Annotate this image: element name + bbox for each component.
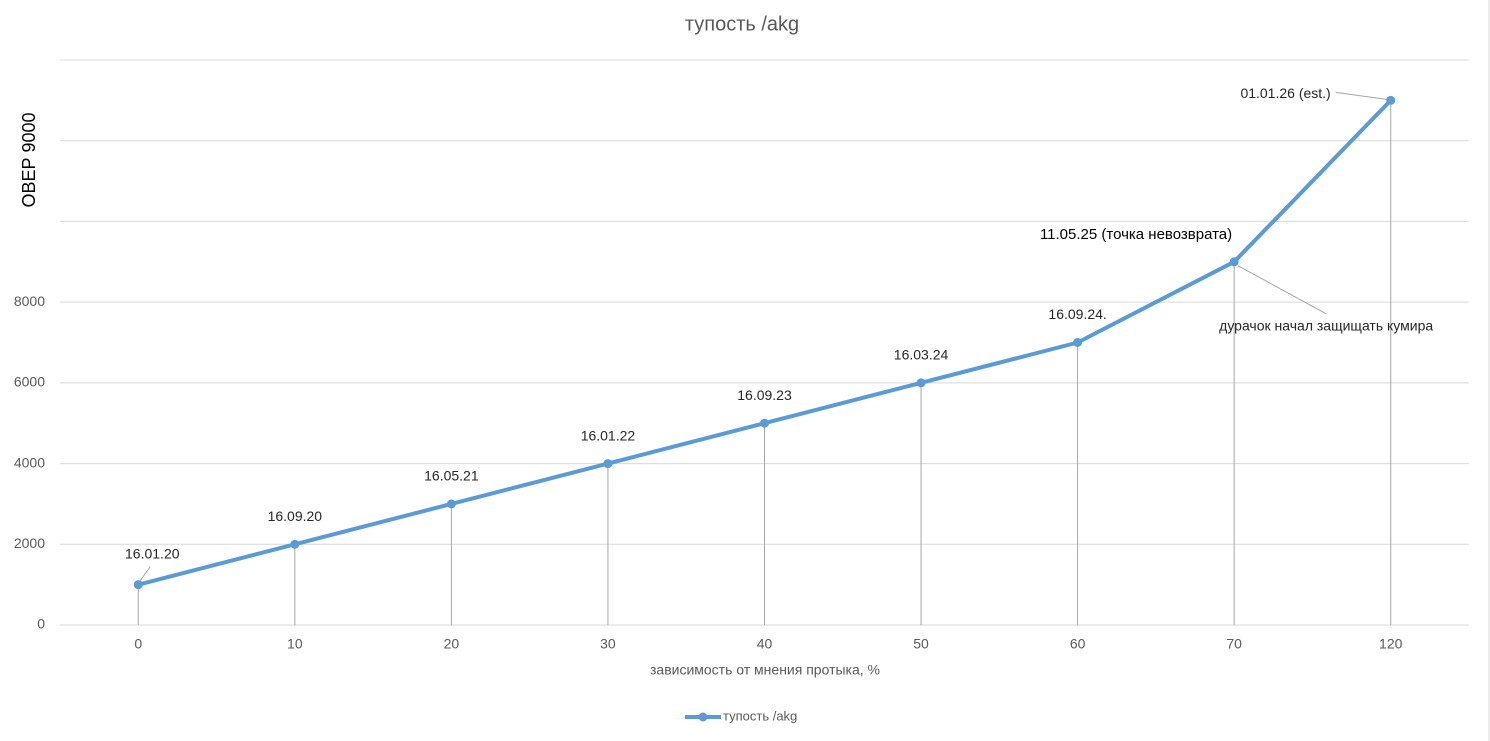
x-tick-label: 70 [1226, 636, 1242, 652]
data-label: 16.05.21 [424, 468, 479, 484]
x-tick-label: 60 [1070, 636, 1086, 652]
data-label: 01.01.26 (est.) [1240, 85, 1330, 101]
y-tick-label: 6000 [14, 374, 45, 390]
x-tick-label: 40 [757, 636, 773, 652]
chart-title: тупость /akg [685, 13, 799, 35]
leader-line [1335, 91, 1387, 100]
point [133, 580, 143, 590]
x-tick-label: 120 [1379, 636, 1403, 652]
x-tick-label: 0 [134, 636, 142, 652]
annotation: дурачок начал защищать кумира [1219, 317, 1433, 333]
x-axis-label: зависимость от мнения протыка, % [650, 662, 880, 678]
y-tick-label: 2000 [14, 535, 45, 551]
data-label: 16.03.24 [894, 347, 949, 363]
data-label: 16.09.24. [1048, 306, 1106, 322]
legend-marker [698, 712, 708, 722]
y-tick-label: 8000 [14, 293, 45, 309]
data-label: 16.09.23 [737, 387, 792, 403]
point [1073, 338, 1083, 347]
data-label: 16.09.20 [268, 508, 323, 524]
x-tick-label: 10 [287, 636, 303, 652]
leader-line [1237, 265, 1327, 315]
x-tick-label: 50 [913, 636, 929, 652]
point [290, 539, 300, 549]
legend-label: тупость /akg [723, 708, 797, 723]
x-tick-label: 30 [600, 636, 616, 652]
y-axis-label: ОВЕР 9000 [19, 112, 39, 207]
data-label: 16.01.22 [581, 427, 636, 443]
point [446, 499, 456, 509]
data-label: 11.05.25 (точка невозврата) [1040, 226, 1232, 243]
point [760, 418, 769, 428]
point [603, 459, 613, 469]
point [1386, 95, 1396, 105]
leader-line [139, 566, 151, 581]
point [916, 378, 926, 388]
x-tick-label: 20 [444, 636, 460, 652]
data-label: 16.01.20 [125, 545, 180, 561]
point [1229, 257, 1239, 267]
y-tick-label: 0 [37, 616, 45, 632]
y-tick-label: 4000 [14, 454, 45, 470]
